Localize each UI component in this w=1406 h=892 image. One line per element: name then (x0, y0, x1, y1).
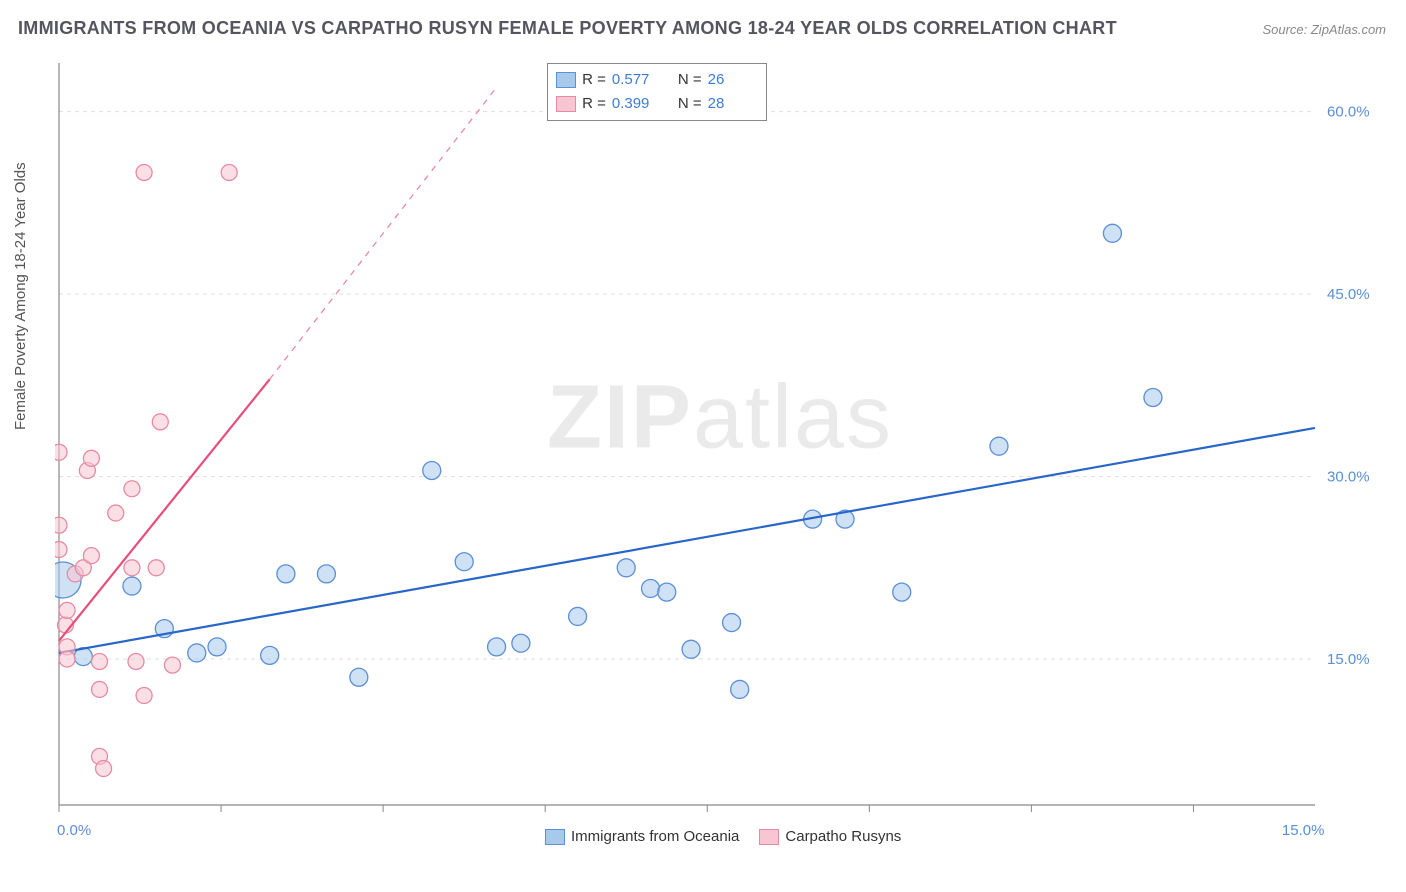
source-attribution: Source: ZipAtlas.com (1262, 22, 1386, 37)
scatter-plot-svg: 15.0% 30.0% 45.0% 60.0% 0.0% 15.0% (55, 55, 1385, 845)
svg-text:15.0%: 15.0% (1327, 651, 1370, 668)
svg-text:45.0%: 45.0% (1327, 286, 1370, 303)
stats-legend-row: R =0.399N =28 (556, 92, 758, 116)
svg-text:60.0%: 60.0% (1327, 104, 1370, 121)
plot-area: 15.0%30.0%45.0%60.0%0.0%15.0% ZIPatlas R… (55, 55, 1385, 845)
y-axis-label: Female Poverty Among 18-24 Year Olds (12, 162, 29, 430)
chart-title: IMMIGRANTS FROM OCEANIA VS CARPATHO RUSY… (18, 18, 1117, 39)
correlation-chart: IMMIGRANTS FROM OCEANIA VS CARPATHO RUSY… (0, 0, 1406, 892)
svg-text:0.0%: 0.0% (57, 822, 91, 839)
series-legend-item: Immigrants from Oceania (545, 828, 739, 845)
series-legend: Immigrants from Oceania Carpatho Rusyns (545, 828, 901, 845)
series-legend-item: Carpatho Rusyns (759, 828, 901, 845)
svg-text:15.0%: 15.0% (1282, 822, 1325, 839)
svg-text:30.0%: 30.0% (1327, 469, 1370, 486)
stats-legend: R =0.577N =26R =0.399N =28 (547, 63, 767, 121)
stats-legend-row: R =0.577N =26 (556, 68, 758, 92)
